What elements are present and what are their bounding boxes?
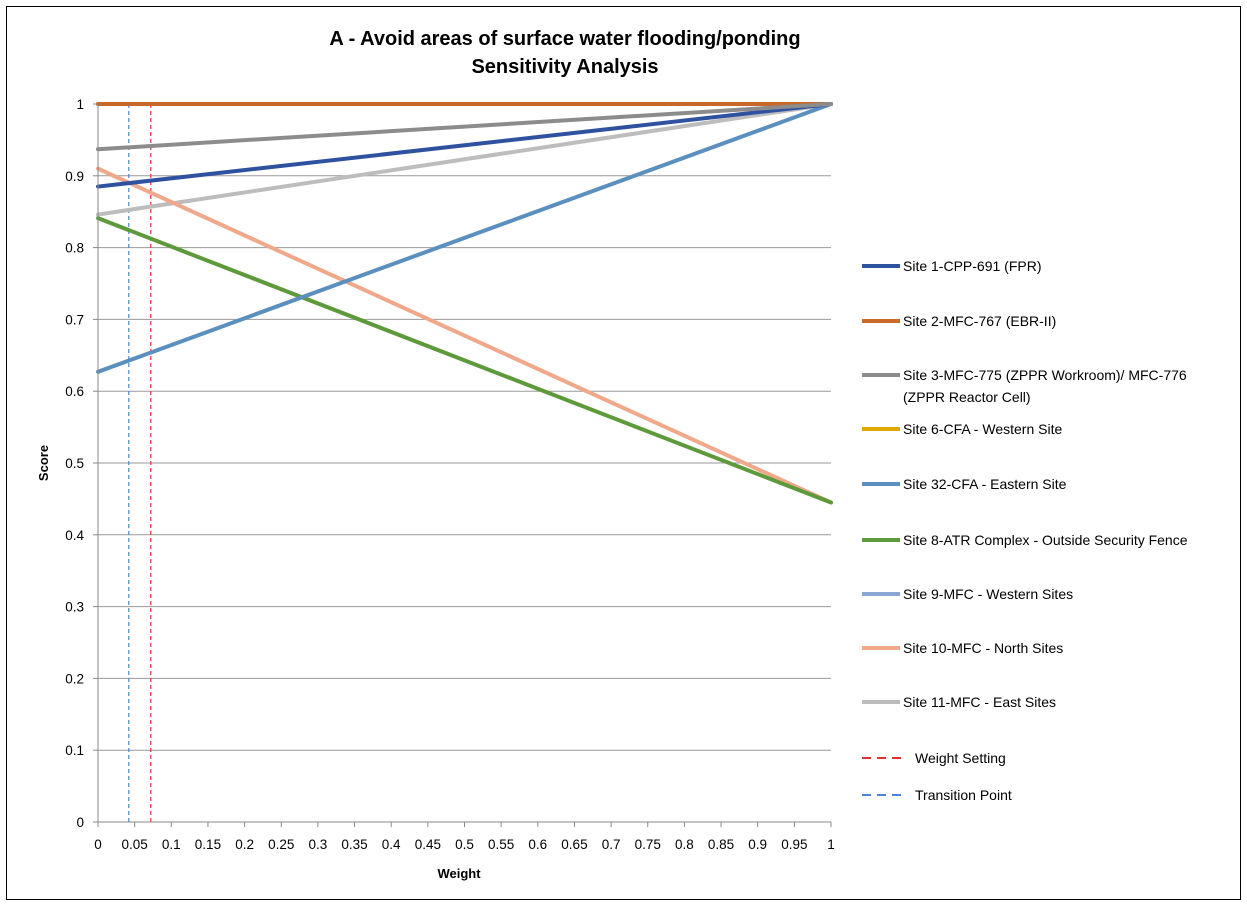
x-tick-label: 0.35 — [341, 837, 367, 852]
series-line — [96, 102, 833, 189]
y-tick-label: 0.8 — [65, 241, 84, 256]
x-tick-label: 0.2 — [235, 837, 254, 852]
legend-label: Site 8-ATR Complex - Outside Security Fe… — [903, 532, 1188, 548]
y-tick-label: 0 — [76, 815, 84, 830]
x-tick-label: 0.95 — [781, 837, 807, 852]
legend: Site 1-CPP-691 (FPR) Site 2-MFC-767 (EBR-… — [862, 258, 1188, 803]
series-line — [96, 102, 833, 217]
y-tick-label: 0.5 — [65, 456, 84, 471]
axes — [93, 103, 832, 827]
y-tick-label: 0.7 — [65, 312, 84, 327]
x-tick-label: 0.85 — [708, 837, 734, 852]
legend-label: Site 32-CFA - Eastern Site — [903, 476, 1067, 492]
series-lines — [96, 102, 833, 505]
x-tick-label: 0.45 — [415, 837, 441, 852]
y-tick-label: 1 — [76, 97, 84, 112]
x-tick-label: 0.25 — [268, 837, 294, 852]
x-tick-labels: 0 0.05 0.1 0.15 0.2 0.25 0.3 0.35 0.4 0.45 0.5 0.55… — [94, 837, 835, 852]
y-tick-label: 0.6 — [65, 384, 84, 399]
x-tick-label: 0.8 — [675, 837, 694, 852]
x-axis-label: Weight — [437, 866, 481, 881]
series-line — [96, 102, 833, 374]
gridlines — [98, 103, 831, 751]
x-tick-label: 0.75 — [635, 837, 661, 852]
chart-title: A - Avoid areas of surface water floodin… — [329, 28, 800, 50]
x-tick-label: 0.1 — [162, 837, 181, 852]
y-tick-labels: 0 0.1 0.2 0.3 0.4 0.5 0.6 0.7 0.8 0.9 1 — [65, 97, 84, 830]
x-tick-label: 0.3 — [309, 837, 328, 852]
x-tick-label: 0.05 — [122, 837, 148, 852]
legend-label: Site 9-MFC - Western Sites — [903, 586, 1073, 602]
legend-label: Site 1-CPP-691 (FPR) — [903, 258, 1041, 274]
x-tick-label: 0.65 — [561, 837, 587, 852]
x-tick-label: 0 — [94, 837, 102, 852]
y-tick-label: 0.2 — [65, 671, 84, 686]
series-line — [96, 216, 833, 505]
series-line — [96, 102, 833, 152]
legend-label: Site 2-MFC-767 (EBR-II) — [903, 313, 1056, 329]
reference-lines — [128, 104, 152, 822]
chart-subtitle: Sensitivity Analysis — [471, 56, 658, 78]
legend-label: Site 3-MFC-775 (ZPPR Workroom)/ MFC-776(… — [903, 367, 1187, 405]
legend-label: Site 6-CFA - Western Site — [903, 421, 1062, 437]
x-tick-label: 0.15 — [195, 837, 221, 852]
x-tick-label: 0.9 — [748, 837, 767, 852]
chart-frame: A - Avoid areas of surface water floodin… — [6, 6, 1241, 900]
x-tick-label: 0.5 — [455, 837, 474, 852]
series-line — [96, 166, 833, 505]
x-tick-label: 0.55 — [488, 837, 514, 852]
line-chart: A - Avoid areas of surface water floodin… — [36, 28, 1188, 881]
x-tick-label: 0.6 — [528, 837, 547, 852]
x-tick-label: 0.7 — [602, 837, 621, 852]
legend-label: Transition Point — [915, 787, 1012, 803]
legend-label: Site 11-MFC - East Sites — [903, 694, 1056, 710]
y-tick-label: 0.3 — [65, 600, 84, 615]
y-tick-label: 0.1 — [65, 743, 84, 758]
x-tick-label: 1 — [827, 837, 835, 852]
x-tick-label: 0.4 — [382, 837, 401, 852]
legend-label: Weight Setting — [915, 750, 1006, 766]
y-tick-label: 0.4 — [65, 528, 84, 543]
y-tick-label: 0.9 — [65, 169, 84, 184]
legend-label: Site 10-MFC - North Sites — [903, 640, 1063, 656]
y-axis-label: Score — [36, 445, 51, 481]
